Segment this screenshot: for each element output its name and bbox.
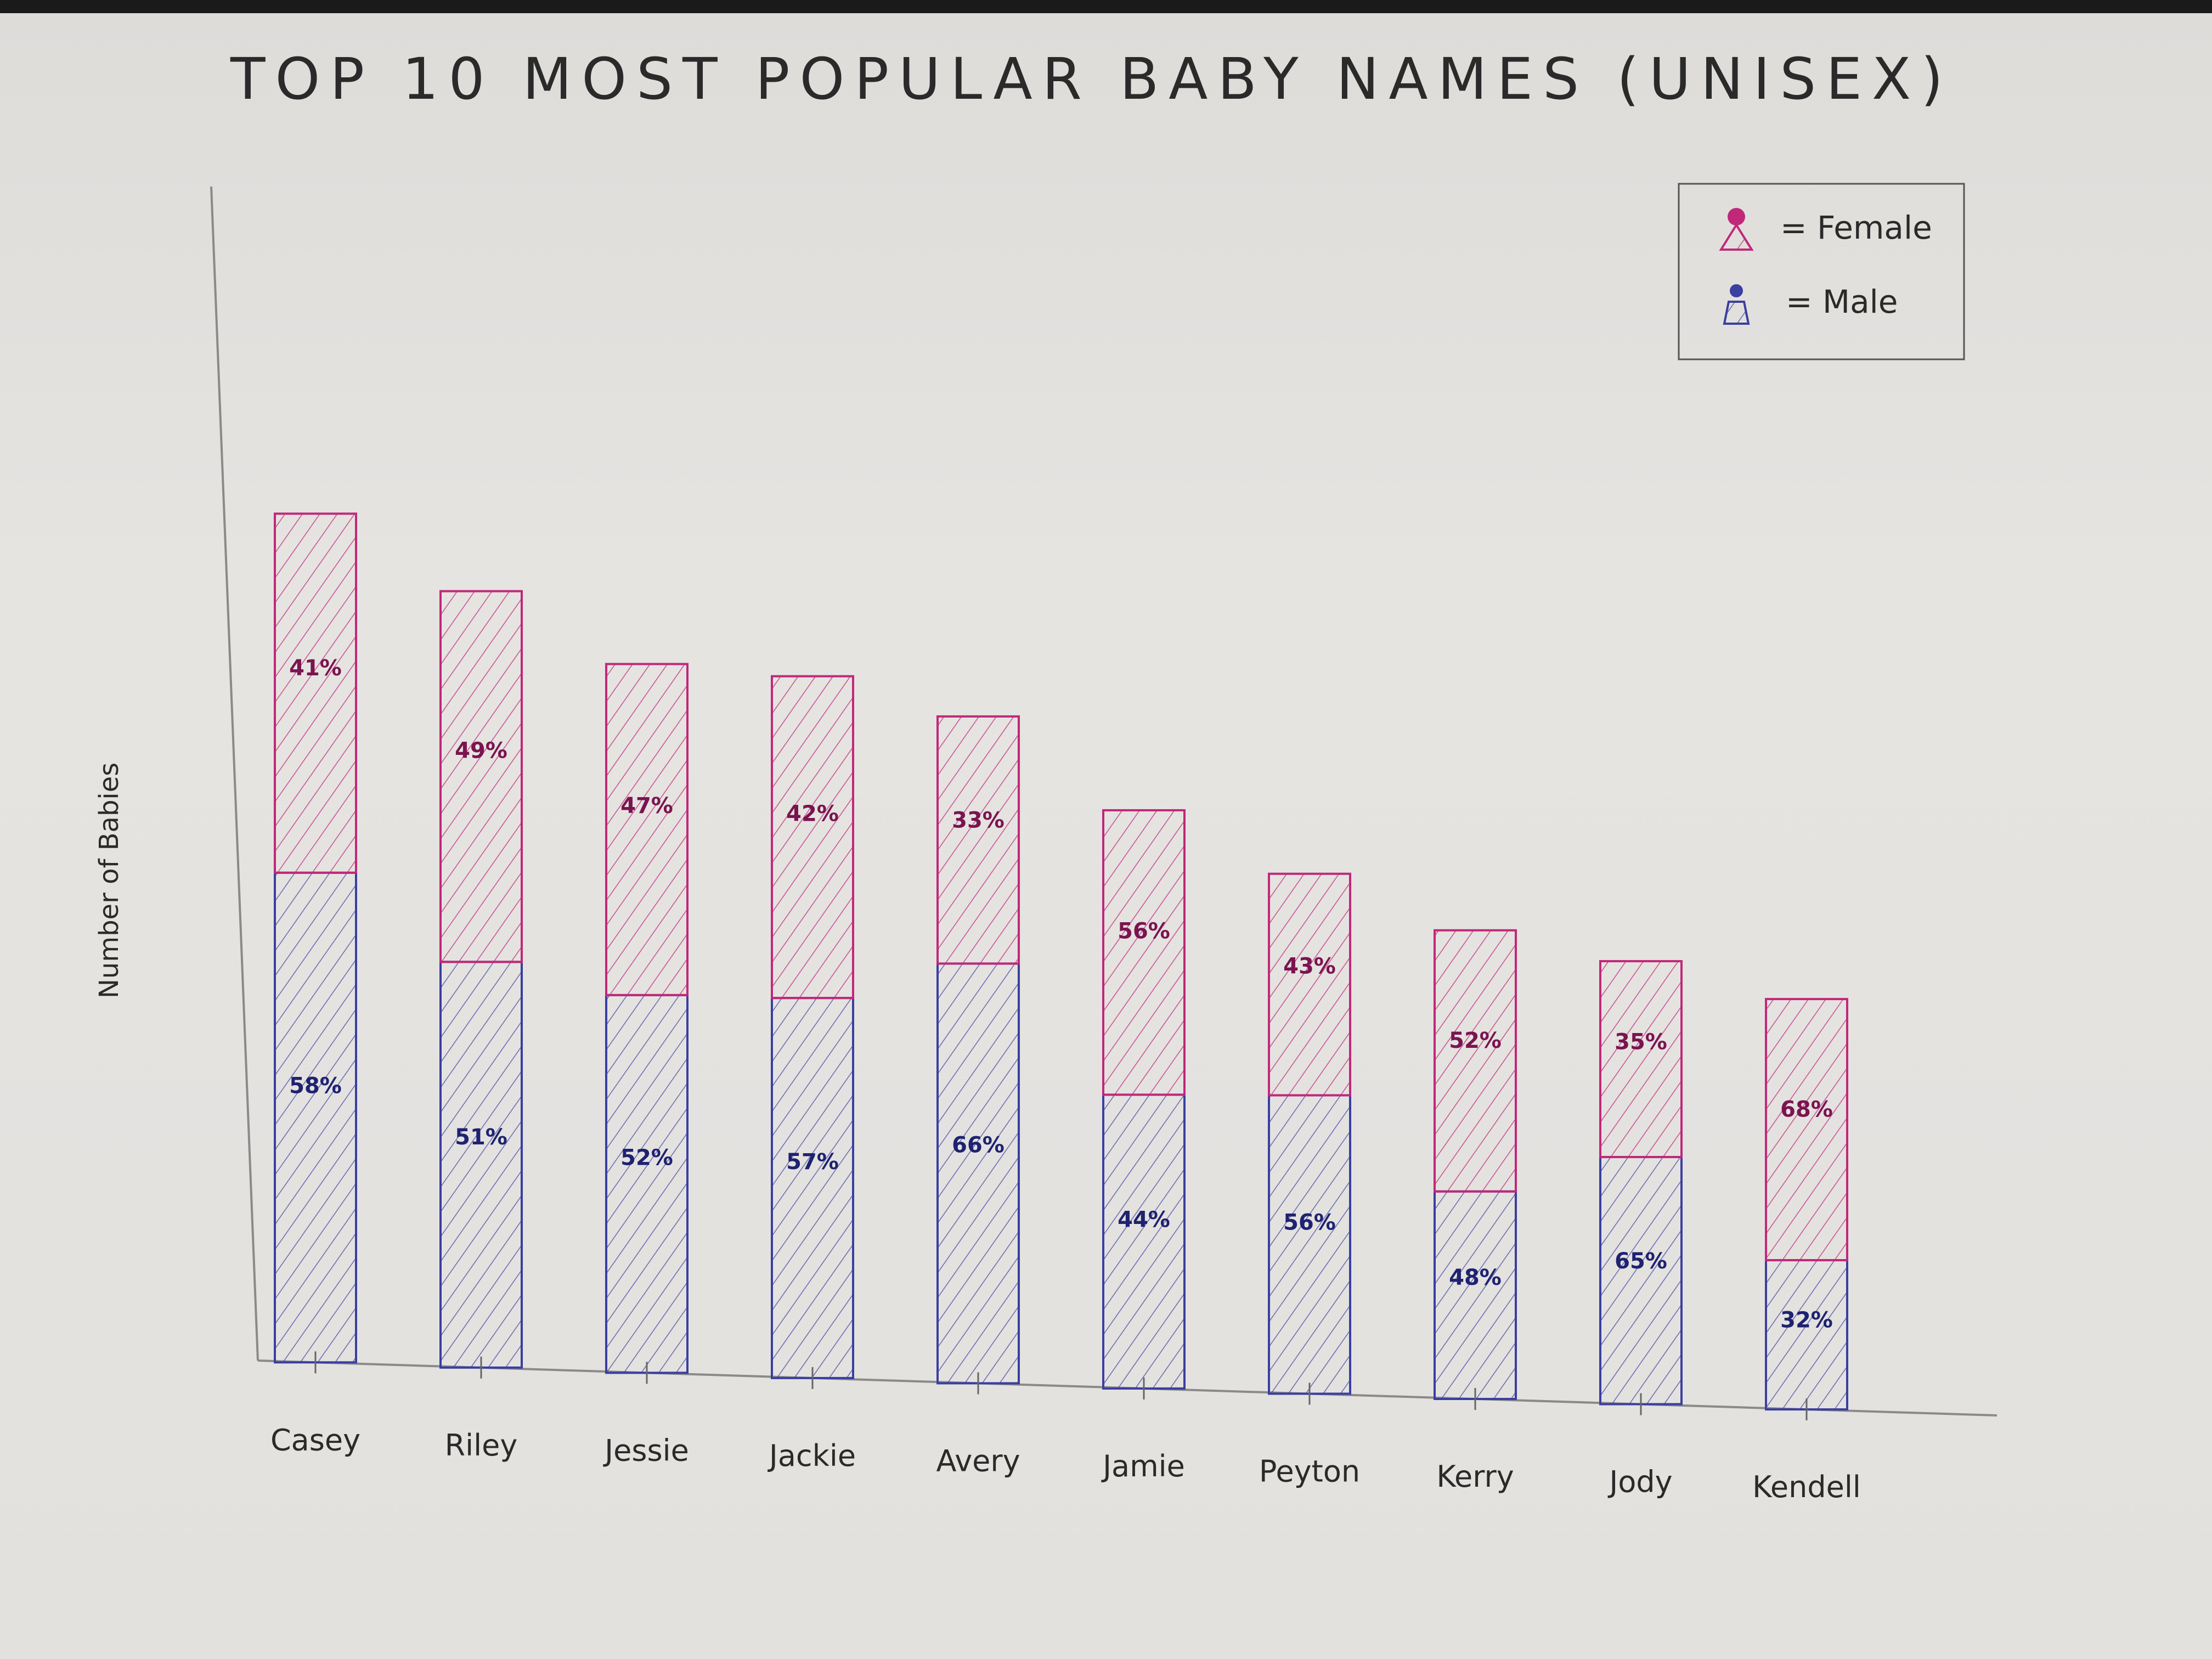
chart-title: TOP 10 MOST POPULAR BABY NAMES (UNISEX) (230, 46, 1953, 112)
bar-female-jody (1599, 960, 1683, 1159)
data-label-female-casey: 41% (289, 656, 342, 681)
x-tick-label-jackie: Jackie (768, 1438, 856, 1473)
bar-male-peyton (1268, 1094, 1351, 1395)
bar-female-peyton (1268, 872, 1351, 1097)
y-axis-label: Number of Babies (94, 763, 125, 998)
top-dark-strip (0, 0, 2212, 13)
legend-male-label: = Male (1786, 283, 1898, 320)
male-person-icon (1723, 284, 1750, 325)
data-label-male-riley: 51% (455, 1125, 507, 1150)
data-label-female-avery: 33% (952, 808, 1005, 833)
legend: = Female = Male (1678, 183, 1965, 360)
x-tick-label-peyton: Peyton (1259, 1454, 1360, 1488)
data-label-female-jody: 35% (1615, 1030, 1667, 1055)
data-label-female-jackie: 42% (786, 802, 839, 827)
bar-female-riley (439, 590, 523, 963)
data-label-male-kendell: 32% (1780, 1307, 1833, 1333)
data-label-female-kendell: 68% (1780, 1097, 1833, 1122)
data-label-male-kerry: 48% (1449, 1265, 1502, 1290)
female-person-icon (1719, 208, 1754, 251)
legend-box (1678, 183, 1965, 360)
data-label-female-kerry: 52% (1449, 1028, 1502, 1053)
y-axis-line (210, 186, 259, 1361)
x-tick-label-kendell: Kendell (1752, 1470, 1861, 1504)
x-tick-label-avery: Avery (936, 1443, 1020, 1478)
bar-female-jackie (771, 675, 854, 1000)
data-label-female-jessie: 47% (620, 793, 673, 819)
bar-female-jessie (605, 663, 689, 996)
bar-female-avery (936, 715, 1020, 965)
bar-female-jamie (1102, 809, 1186, 1096)
x-tick-label-jamie: Jamie (1101, 1449, 1185, 1483)
x-tick-label-casey: Casey (270, 1423, 360, 1457)
bar-male-avery (936, 962, 1020, 1385)
x-tick-labels: Casey Riley Jessie Jackie Avery Jamie Peyton Ke… (270, 1351, 1861, 1504)
bar-male-jody (1599, 1156, 1683, 1406)
bar-female-casey (274, 512, 357, 874)
x-tick-label-kerry: Kerry (1436, 1459, 1514, 1494)
bar-male-kerry (1434, 1190, 1517, 1400)
x-tick-label-riley: Riley (445, 1428, 518, 1463)
data-label-male-peyton: 56% (1283, 1210, 1336, 1235)
bar-male-jamie (1102, 1093, 1186, 1390)
data-label-male-jamie: 44% (1118, 1207, 1170, 1232)
data-label-female-jamie: 56% (1118, 918, 1170, 944)
bar-male-riley (439, 961, 523, 1369)
data-label-male-avery: 66% (952, 1133, 1005, 1158)
bar-female-kerry (1434, 929, 1517, 1193)
bar-male-jackie (771, 997, 854, 1379)
bar-male-jessie (605, 994, 689, 1374)
data-label-female-riley: 49% (455, 738, 507, 764)
x-tick-label-jody: Jody (1607, 1465, 1672, 1499)
data-label-male-casey: 58% (289, 1073, 342, 1098)
data-label-male-jody: 65% (1615, 1249, 1667, 1274)
legend-female-label: = Female (1780, 209, 1932, 246)
bar-female-kendell (1765, 998, 1848, 1262)
bar-male-casey (274, 871, 357, 1364)
bar-male-kendell (1765, 1259, 1848, 1411)
data-label-female-peyton: 43% (1283, 953, 1336, 979)
data-label-male-jessie: 52% (620, 1146, 673, 1171)
data-label-male-jackie: 57% (786, 1149, 839, 1175)
bars-group: 58% 41% 51% 49% 52% 47% 57% 42% 66% 33% 44% 56% 56% 4… (274, 512, 1848, 1411)
x-tick-label-jessie: Jessie (603, 1433, 689, 1468)
